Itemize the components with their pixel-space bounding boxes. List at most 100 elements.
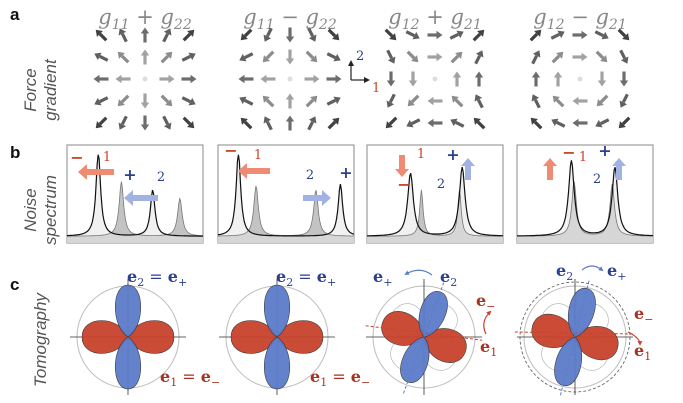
red-rotation-arrow-4 [627,331,643,346]
field-arrow-shaft [388,116,398,126]
field-arrow-head [308,34,317,42]
field-arrow-shaft [162,115,170,126]
field-arrow-head [531,94,540,102]
tomography-panel-1 [70,279,186,395]
field-arrow-head [411,55,419,63]
field-arrow-head [619,100,628,108]
field-arrow-head [530,117,538,125]
tomo-red-lobe-right [276,320,324,354]
field-arrow-shaft [305,50,315,60]
field-arrow-head [115,74,122,84]
field-arrow-shaft [307,120,315,131]
field-arrow-shaft [621,93,629,104]
tomo-blue-lobe-top-shape [418,291,448,338]
field-arrow-shaft [120,32,128,43]
field-arrow-head [285,36,295,43]
tomo-red-lobe-right-shape [127,320,175,354]
tomo-red-lobe-right-shape [276,320,324,354]
field-arrow-shaft [550,32,561,40]
field-arrow-shaft [181,54,192,62]
header-symbol: g [243,5,256,29]
field-center-dot [142,76,148,82]
field-arrow-shaft [327,120,337,130]
e-symbol: e [556,261,566,280]
tomography-panel-2 [219,279,335,395]
header-operator: − [275,5,306,29]
field-arrow-shaft [533,120,543,130]
field-arrow-shaft [599,118,610,126]
field-arrow-shaft [410,118,421,126]
field-arrow-head [240,33,248,41]
force-gradient-fields [93,27,631,131]
field-arrow-head [285,93,295,100]
field-arrow-shaft [533,98,541,109]
header-subscript: 12 [402,17,420,33]
blue-arrow-2-head [322,190,331,206]
field-arrow-head [332,33,340,41]
spectrum-curve-gray [517,181,653,237]
field-arrow-head [389,33,397,41]
field-arrow-head [456,30,464,39]
field-arrow-shaft [619,49,627,60]
field-arrow-head [310,55,318,63]
field-arrow-head [333,96,341,105]
spectrum-panel-4 [516,144,654,244]
axis-indicator: 2 1 [348,49,380,96]
field-arrow-head [450,118,458,127]
header-operator: + [130,5,161,29]
e-symbol: e [351,367,361,386]
tomo-blue-lobe-top [264,284,290,338]
field-arrow-shaft [555,120,566,128]
field-arrow-head [188,97,196,106]
field-arrow-shaft [555,98,565,108]
field-arrow-head [427,118,434,128]
field-arrow-head [285,115,295,122]
tomo-blue-lobe-top [115,284,141,338]
e-symbol: e [634,341,644,360]
field-arrow-head [436,30,443,40]
field-arrow-head [572,118,579,128]
field-arrow-shaft [265,120,273,131]
minus-label: − [397,175,410,194]
field-arrow-shaft [160,94,170,104]
field-arrow-head [240,117,248,125]
field-arrow-shaft [406,50,416,60]
column-headers: g11 + g22 g11 − g22 g12 + g21 g12 − g21 [98,5,627,33]
blue-arrow-4-head [612,158,626,166]
field-arrow-shaft [472,32,482,42]
row-label-line1: Noise [21,188,40,231]
tomo-dashed-blue-axis [403,280,445,394]
field-panel-2 [238,27,342,131]
field-center-dot [287,76,293,82]
header-subscript: 21 [608,17,627,33]
tomo-red-lobe-left-shape [531,313,576,348]
header-symbol: g [388,5,401,29]
spectrum-fill-light [67,154,203,243]
e1-equals-eminus-label-2: e1 = e− [310,367,370,389]
field-arrow-head [455,51,463,59]
blue-rotation-arrow-3 [404,269,433,276]
field-arrow-head [335,74,342,84]
row-label-line2: gradient [41,58,60,121]
field-arrow-shaft [410,94,420,104]
blue-arrow-1-head [124,190,133,206]
field-arrow-head [117,99,125,107]
e-symbol: e [317,267,327,286]
spectrum-curve-black [67,154,203,237]
blue-rotation-arrow-4 [581,265,604,272]
field-arrow-head [165,99,173,107]
tomo-red-lobe-left [381,311,425,346]
mode-1-label: 1 [417,147,425,162]
field-arrow-head [412,31,420,40]
field-arrow-head [427,96,434,106]
field-arrow-head [452,71,462,78]
field-arrow-shaft [449,32,460,40]
field-arrow-shaft [386,49,394,60]
field-arrow-head [572,96,579,106]
eminus-label-3: e− [476,291,495,313]
field-arrow-head [262,95,270,103]
header-symbol: g [533,5,546,29]
field-arrow-head [596,99,604,107]
field-arrow-shaft [529,32,539,42]
